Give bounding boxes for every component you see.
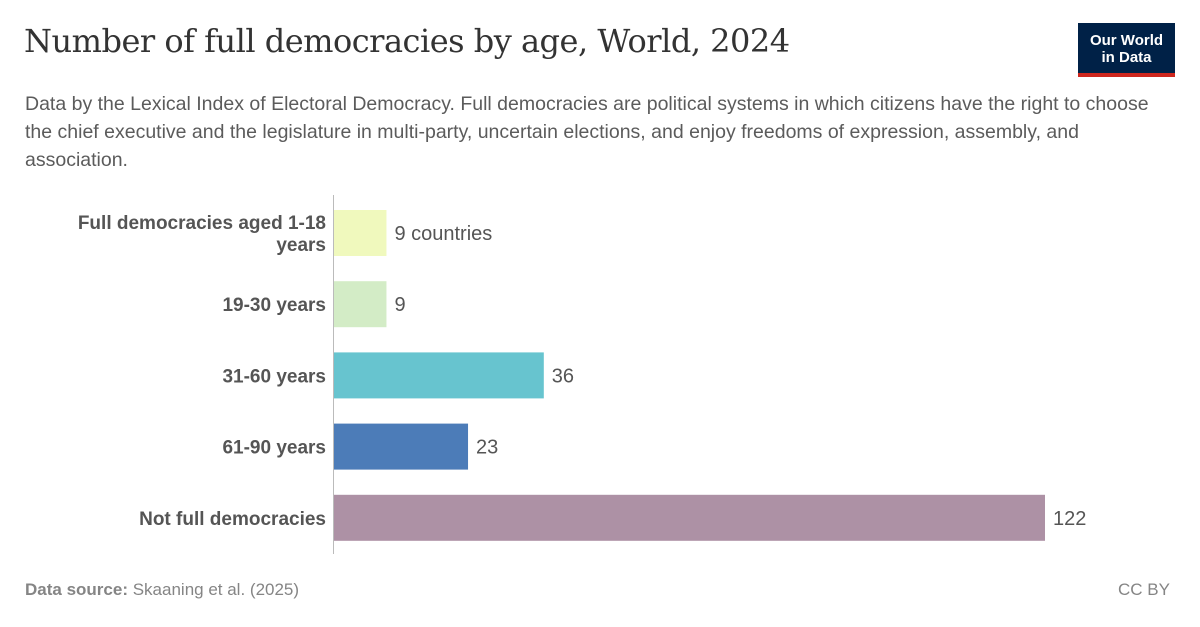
data-source: Data source: Skaaning et al. (2025) [25,580,299,600]
value-label: 23 [476,437,498,459]
category-label: Full democracies aged 1-18 [78,213,326,234]
value-label: 122 [1053,508,1086,530]
category-label: 31-60 years [222,366,326,387]
value-label: 9 countries [394,223,492,245]
category-label: Not full democracies [139,509,326,530]
logo-line-2: in Data [1101,49,1152,66]
license-link[interactable]: CC BY [1118,580,1170,599]
category-label: years [276,235,326,256]
chart-subtitle: Data by the Lexical Index of Electoral D… [25,93,1149,171]
logo-line-1: Our World [1089,32,1164,49]
category-label: 61-90 years [222,438,326,459]
chart-title: Number of full democracies by age, World… [24,22,790,60]
bar-chart: 9 countries Full democracies aged 1-18yea… [78,195,1086,554]
value-label: 9 [394,294,405,316]
bar [334,210,387,256]
category-label: 19-30 years [222,295,326,316]
bar [334,352,544,399]
value-label: 36 [552,365,574,387]
owid-logo[interactable]: Our World in Data [1078,23,1175,77]
data-source-label: Data source: [25,580,128,599]
bar [334,494,1045,541]
bar [334,281,387,328]
bar [334,423,469,470]
data-source-link[interactable]: Skaaning et al. (2025) [132,580,300,599]
